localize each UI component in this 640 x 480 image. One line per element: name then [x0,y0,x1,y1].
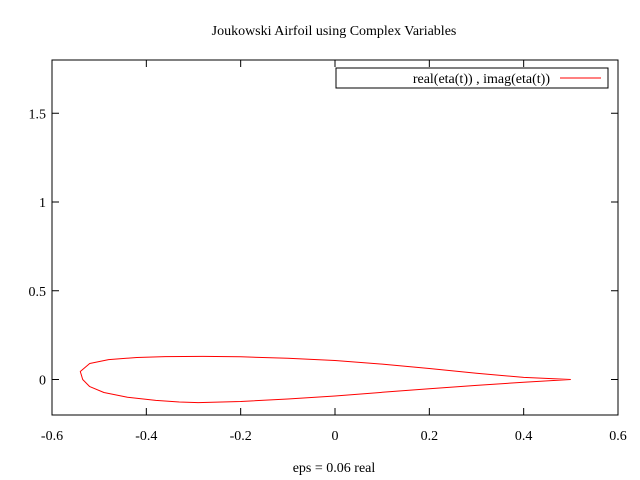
x-tick-label: -0.6 [41,429,63,444]
chart-title: Joukowski Airfoil using Complex Variable… [212,24,457,39]
legend: real(eta(t)) , imag(eta(t)) [335,67,609,89]
plot-frame [51,59,619,416]
ticks-layer: -0.6 -0.4 -0.2 0 0.2 0.4 0.6 0 0.5 1 1.5 [29,60,627,444]
series-layer [79,355,571,404]
x-tick-label: 0.6 [609,429,627,444]
x-tick-label: 0 [332,429,339,444]
x-tick-label: -0.2 [230,429,252,444]
y-tick-label: 1 [39,196,46,211]
legend-box [335,67,609,89]
x-tick-label: -0.4 [135,429,157,444]
legend-label: real(eta(t)) , imag(eta(t)) [413,72,551,87]
x-axis-label: eps = 0.06 real [293,461,376,476]
y-tick-label: 0.5 [29,285,47,300]
x-tick-label: 0.4 [515,429,533,444]
series-line [79,355,571,404]
y-tick-label: 1.5 [29,107,47,122]
y-tick-label: 0 [39,374,46,389]
x-tick-label: 0.2 [421,429,439,444]
